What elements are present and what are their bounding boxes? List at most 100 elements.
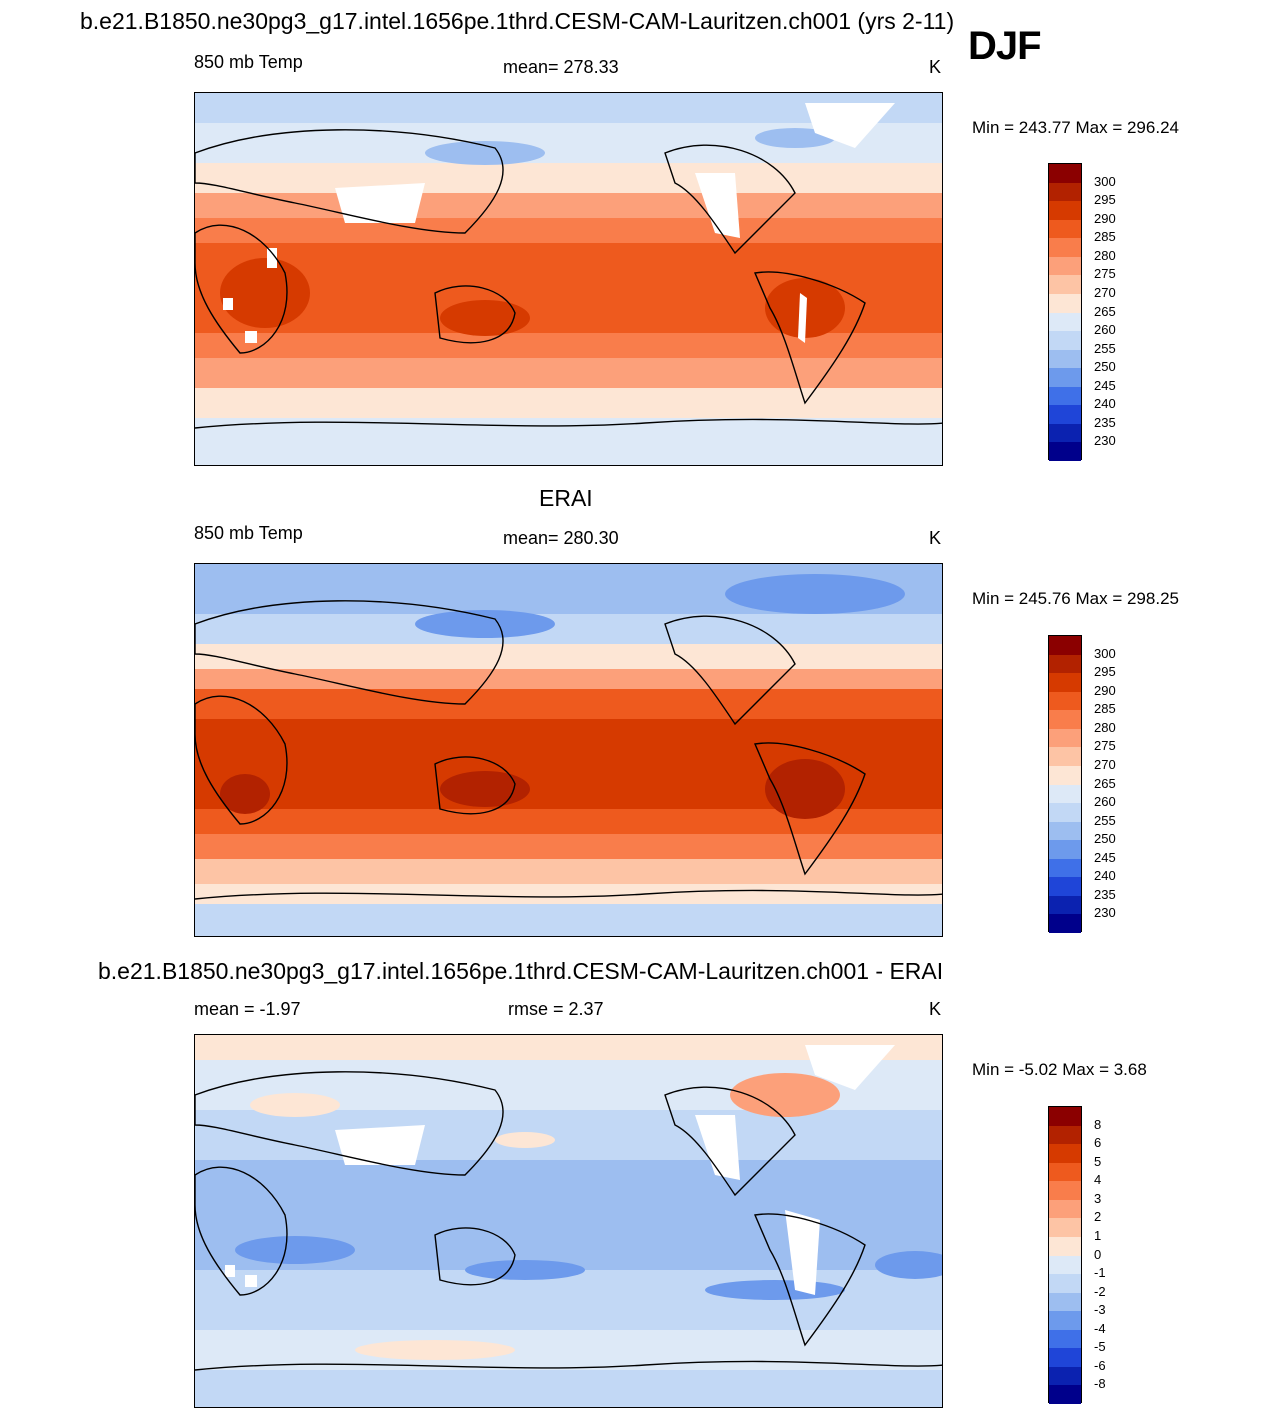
panel2-colorbar-swatch	[1049, 691, 1081, 711]
panel2-title: ERAI	[539, 485, 593, 511]
panel1-colorbar-tick-label: 295	[1094, 192, 1116, 208]
panel1-colorbar-swatch	[1049, 442, 1081, 461]
panel1-units-label: K	[929, 57, 942, 77]
panel3-colorbar-swatch	[1049, 1385, 1081, 1404]
panel2-colorbar-swatch	[1049, 728, 1081, 748]
panel2-map	[194, 563, 943, 937]
panel2-colorbar-tick-label: 285	[1094, 701, 1116, 717]
panel3-colorbar-swatch	[1049, 1366, 1081, 1386]
panel2-colorbar-swatch	[1049, 914, 1081, 933]
panel1-colorbar-tick-label: 285	[1094, 229, 1116, 245]
panel3-colorbar-swatch	[1049, 1218, 1081, 1237]
panel3-colorbar-tick-label: 5	[1094, 1153, 1102, 1169]
panel1-colorbar-swatch	[1049, 405, 1081, 424]
panel3-colorbar-swatch	[1049, 1274, 1081, 1293]
panel1-colorbar-tick-label: 280	[1094, 247, 1116, 263]
panel3-colorbar-swatch	[1049, 1255, 1081, 1275]
panel2-colorbar-swatch	[1049, 654, 1081, 674]
panel2-colorbar-tick-label: 295	[1094, 664, 1116, 680]
panel1-colorbar-swatch	[1049, 423, 1081, 443]
panel3-colorbar-tick-label: -3	[1094, 1302, 1106, 1318]
panel2-colorbar-tick-label: 260	[1094, 794, 1116, 810]
panel3-colorbar-swatch	[1049, 1329, 1081, 1349]
panel1-colorbar-swatch	[1049, 256, 1081, 276]
panel3-colorbar-swatch	[1049, 1144, 1081, 1163]
panel1-colorbar-tick-label: 270	[1094, 284, 1116, 300]
panel1-colorbar-tick-label: 265	[1094, 303, 1116, 319]
panel1-colorbar-swatch	[1049, 293, 1081, 313]
panel3-colorbar-tick-label: 6	[1094, 1135, 1102, 1151]
panel2-colorbar-swatch	[1049, 895, 1081, 915]
panel3-colorbar-swatch	[1049, 1348, 1081, 1367]
panel3-colorbar-swatch	[1049, 1181, 1081, 1200]
panel1-colorbar-swatch	[1049, 238, 1081, 257]
panel2-colorbar-swatch	[1049, 784, 1081, 804]
panel2-colorbar-tick-label: 275	[1094, 738, 1116, 754]
panel3-colorbar-swatch	[1049, 1107, 1081, 1126]
panel2-colorbar-tick-label: 300	[1094, 645, 1116, 661]
panel1-colorbar-tick-label: 255	[1094, 340, 1116, 356]
panel3-map-svg	[195, 1035, 942, 1407]
panel2-colorbar-swatch	[1049, 877, 1081, 896]
panel2-mean-label: mean= 280.30	[503, 528, 619, 548]
panel1-mean-label: mean= 278.33	[503, 57, 619, 77]
panel2-colorbar-swatch	[1049, 821, 1081, 841]
panel2-colorbar-tick-label: 240	[1094, 868, 1116, 884]
panel2-colorbar-tick-label: 280	[1094, 719, 1116, 735]
panel2-colorbar-tick-label: 250	[1094, 831, 1116, 847]
panel3-colorbar-tick-label: 8	[1094, 1116, 1102, 1132]
panel2-colorbar-swatch	[1049, 673, 1081, 692]
panel2-variable-label: 850 mb Temp	[194, 523, 303, 543]
panel3-colorbar-tick-label: -6	[1094, 1357, 1106, 1373]
season-label: DJF	[968, 24, 1042, 68]
panel1-colorbar-tick-label: 290	[1094, 210, 1116, 226]
panel3-map	[194, 1034, 943, 1408]
panel1-colorbar-tick-label: 240	[1094, 396, 1116, 412]
panel1-colorbar-swatch	[1049, 275, 1081, 294]
panel2-minmax-label: Min = 245.76 Max = 298.25	[972, 589, 1179, 608]
panel1-variable-label: 850 mb Temp	[194, 52, 303, 72]
panel1-map	[194, 92, 943, 466]
panel1-colorbar-swatch	[1049, 164, 1081, 183]
panel2-colorbar-swatch	[1049, 636, 1081, 655]
panel1-colorbar-tick-label: 300	[1094, 173, 1116, 189]
panel1-colorbar-swatch	[1049, 312, 1081, 332]
panel2-colorbar-tick-label: 245	[1094, 849, 1116, 865]
panel1-colorbar-tick-label: 275	[1094, 266, 1116, 282]
panel1-colorbar-tick-label: 260	[1094, 322, 1116, 338]
panel3-minmax-label: Min = -5.02 Max = 3.68	[972, 1060, 1147, 1079]
panel3-colorbar-swatch	[1049, 1199, 1081, 1219]
panel3-colorbar-swatch	[1049, 1162, 1081, 1182]
panel3-rmse-label: rmse = 2.37	[508, 999, 604, 1019]
panel2-colorbar-tick-label: 265	[1094, 775, 1116, 791]
figure-title: b.e21.B1850.ne30pg3_g17.intel.1656pe.1th…	[80, 8, 955, 34]
panel2-colorbar-swatch	[1049, 840, 1081, 859]
panel1-minmax-label: Min = 243.77 Max = 296.24	[972, 118, 1179, 137]
panel3-colorbar-tick-label: -5	[1094, 1339, 1106, 1355]
panel1-colorbar-tick-label: 235	[1094, 414, 1116, 430]
panel1-colorbar-tick-label: 245	[1094, 377, 1116, 393]
panel2-colorbar-tick-label: 230	[1094, 905, 1116, 921]
panel3-units-label: K	[929, 999, 942, 1019]
panel1-colorbar-swatch	[1049, 386, 1081, 406]
panel2-colorbar-swatch	[1049, 747, 1081, 766]
panel2-map-svg	[195, 564, 942, 936]
panel2-colorbar-swatch	[1049, 710, 1081, 729]
panel2-colorbar-tick-label: 235	[1094, 886, 1116, 902]
panel2-colorbar-tick-label: 270	[1094, 756, 1116, 772]
panel1-colorbar-swatch	[1049, 331, 1081, 350]
panel3-colorbar	[1048, 1106, 1082, 1404]
panel2-colorbar-tick-label: 290	[1094, 682, 1116, 698]
panel2-colorbar-swatch	[1049, 858, 1081, 878]
panel3-mean-label: mean = -1.97	[194, 999, 301, 1019]
panel3-colorbar-tick-label: 0	[1094, 1246, 1102, 1262]
panel3-colorbar-tick-label: 1	[1094, 1227, 1102, 1243]
panel3-colorbar-swatch	[1049, 1125, 1081, 1145]
panel1-colorbar-tick-label: 230	[1094, 433, 1116, 449]
panel2-colorbar-swatch	[1049, 765, 1081, 785]
panel3-colorbar-swatch	[1049, 1292, 1081, 1312]
panel2-units-label: K	[929, 528, 942, 548]
panel3-colorbar-tick-label: -1	[1094, 1265, 1106, 1281]
panel3-title: b.e21.B1850.ne30pg3_g17.intel.1656pe.1th…	[98, 958, 944, 984]
panel3-colorbar-swatch	[1049, 1236, 1081, 1256]
